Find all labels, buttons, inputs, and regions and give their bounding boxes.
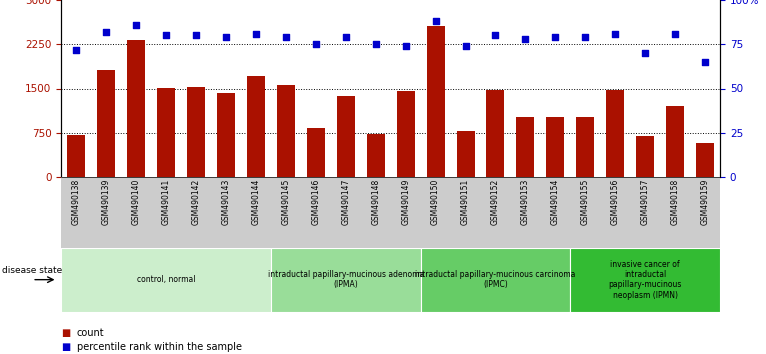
Bar: [127, 40, 145, 177]
Point: [639, 50, 651, 56]
Bar: [486, 90, 505, 177]
Text: GSM490146: GSM490146: [311, 179, 320, 225]
Bar: [187, 87, 205, 177]
Text: GSM490149: GSM490149: [401, 179, 410, 225]
Text: GSM490151: GSM490151: [461, 179, 470, 225]
Text: disease state: disease state: [2, 266, 62, 275]
Bar: [247, 75, 265, 177]
Text: GSM490140: GSM490140: [132, 179, 141, 225]
FancyBboxPatch shape: [421, 248, 571, 312]
Bar: [427, 26, 444, 177]
Text: percentile rank within the sample: percentile rank within the sample: [77, 342, 241, 352]
Text: GSM490152: GSM490152: [491, 179, 500, 225]
Text: GSM490141: GSM490141: [162, 179, 171, 225]
Text: GSM490154: GSM490154: [551, 179, 560, 225]
Bar: [546, 118, 565, 177]
Point: [280, 34, 292, 40]
Point: [220, 34, 232, 40]
FancyBboxPatch shape: [571, 248, 720, 312]
Bar: [67, 135, 85, 177]
Text: GSM490144: GSM490144: [251, 179, 260, 225]
Text: GSM490143: GSM490143: [221, 179, 231, 225]
Bar: [666, 106, 684, 177]
FancyBboxPatch shape: [271, 248, 421, 312]
Text: GSM490138: GSM490138: [72, 179, 80, 225]
Point: [130, 22, 142, 28]
Bar: [157, 88, 175, 177]
Text: GSM490142: GSM490142: [192, 179, 201, 225]
Text: count: count: [77, 328, 104, 338]
Bar: [457, 131, 474, 177]
Text: GSM490147: GSM490147: [341, 179, 350, 225]
Bar: [576, 117, 594, 177]
Text: intraductal papillary-mucinous adenoma
(IPMA): intraductal papillary-mucinous adenoma (…: [267, 270, 424, 289]
Point: [699, 59, 711, 65]
Point: [250, 31, 262, 36]
Bar: [337, 96, 355, 177]
Text: invasive cancer of
intraductal
papillary-mucinous
neoplasm (IPMN): invasive cancer of intraductal papillary…: [608, 259, 682, 300]
Bar: [637, 136, 654, 177]
Point: [489, 33, 502, 38]
Text: ■: ■: [61, 328, 70, 338]
Point: [70, 47, 83, 52]
Text: GSM490139: GSM490139: [102, 179, 111, 225]
FancyBboxPatch shape: [61, 248, 271, 312]
Text: GSM490157: GSM490157: [640, 179, 650, 225]
Point: [609, 31, 621, 36]
Point: [549, 34, 561, 40]
Text: GSM490158: GSM490158: [670, 179, 679, 225]
Text: GSM490150: GSM490150: [431, 179, 440, 225]
Point: [309, 41, 322, 47]
Bar: [97, 70, 115, 177]
Point: [369, 41, 381, 47]
Point: [579, 34, 591, 40]
Bar: [277, 85, 295, 177]
Bar: [397, 91, 414, 177]
Text: GSM490153: GSM490153: [521, 179, 530, 225]
Point: [460, 43, 472, 49]
Bar: [217, 93, 235, 177]
Bar: [696, 143, 714, 177]
Text: GSM490145: GSM490145: [281, 179, 290, 225]
Point: [519, 36, 532, 42]
Point: [160, 33, 172, 38]
Text: GSM490155: GSM490155: [581, 179, 590, 225]
Point: [339, 34, 352, 40]
Point: [400, 43, 412, 49]
Bar: [367, 134, 385, 177]
Text: GSM490156: GSM490156: [611, 179, 620, 225]
Text: ■: ■: [61, 342, 70, 352]
Text: GSM490148: GSM490148: [372, 179, 380, 225]
Point: [190, 33, 202, 38]
Bar: [606, 90, 624, 177]
Bar: [516, 118, 535, 177]
Bar: [307, 128, 325, 177]
Point: [430, 18, 442, 24]
Text: GSM490159: GSM490159: [701, 179, 709, 225]
Text: intraductal papillary-mucinous carcinoma
(IPMC): intraductal papillary-mucinous carcinoma…: [415, 270, 576, 289]
Point: [100, 29, 113, 35]
Point: [669, 31, 681, 36]
Text: control, normal: control, normal: [137, 275, 195, 284]
